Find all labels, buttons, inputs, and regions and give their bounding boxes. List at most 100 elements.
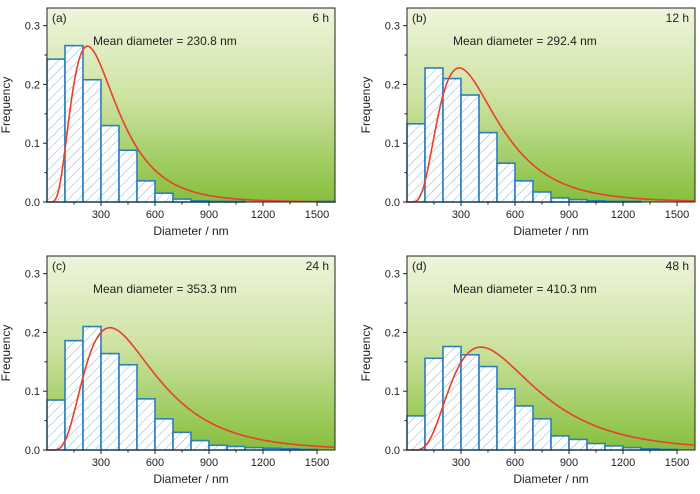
histogram-bar	[460, 353, 480, 451]
y-tick-label: 0.1	[385, 138, 400, 150]
mean-diameter-annotation: Mean diameter = 410.3 nm	[453, 282, 597, 296]
y-axis-label: Frequency	[359, 77, 373, 134]
histogram-bar	[478, 365, 498, 451]
x-tick-label: 1500	[305, 209, 329, 221]
y-tick-label: 0.2	[25, 79, 40, 91]
histogram-bar	[586, 442, 606, 451]
x-tick-label: 300	[452, 457, 470, 469]
histogram-bar	[568, 438, 588, 451]
y-tick-label: 0.3	[25, 269, 40, 281]
mean-diameter-annotation: Mean diameter = 292.4 nm	[453, 34, 597, 48]
x-tick-label: 1200	[251, 457, 275, 469]
panel-label: (b)	[412, 11, 427, 25]
histogram-bar	[190, 439, 210, 451]
histogram-bar	[46, 399, 66, 451]
y-tick-label: 0.0	[385, 197, 400, 209]
time-label: 12 h	[666, 11, 689, 25]
y-tick-label: 0.1	[385, 386, 400, 398]
y-axis-label: Frequency	[0, 325, 13, 382]
x-tick-label: 1200	[611, 457, 635, 469]
x-tick-label: 1500	[305, 457, 329, 469]
x-axis-label: Diameter / nm	[513, 472, 588, 486]
x-tick-label: 900	[200, 209, 218, 221]
time-label: 48 h	[666, 259, 689, 273]
y-tick-label: 0.0	[25, 445, 40, 457]
panel-label: (d)	[412, 259, 427, 273]
y-tick-label: 0.3	[385, 269, 400, 281]
histogram-bar	[550, 197, 570, 203]
histogram-bar	[532, 418, 552, 451]
y-tick-label: 0.3	[25, 21, 40, 33]
panel-label: (c)	[52, 259, 66, 273]
histogram-bar	[550, 435, 570, 451]
histogram-bar	[442, 77, 462, 203]
x-tick-label: 1200	[611, 209, 635, 221]
x-tick-label: 1500	[665, 457, 689, 469]
histogram-bar	[532, 191, 552, 203]
histogram-bar	[118, 149, 138, 203]
x-tick-label: 600	[146, 457, 164, 469]
x-tick-label: 1500	[665, 209, 689, 221]
y-tick-label: 0.1	[25, 138, 40, 150]
x-tick-label: 1200	[251, 209, 275, 221]
y-tick-label: 0.3	[385, 21, 400, 33]
y-tick-label: 0.0	[385, 445, 400, 457]
y-axis-label: Frequency	[359, 325, 373, 382]
histogram-bar	[406, 415, 426, 451]
x-axis-label: Diameter / nm	[513, 224, 588, 238]
plot-frame	[406, 255, 696, 451]
histogram-bar	[496, 388, 516, 451]
x-tick-label: 300	[92, 209, 110, 221]
histogram-bar	[154, 192, 174, 203]
mean-diameter-annotation: Mean diameter = 230.8 nm	[93, 34, 237, 48]
histogram-bar	[136, 180, 156, 203]
plot-frame	[46, 7, 336, 203]
histogram-bar	[496, 162, 516, 203]
mean-diameter-annotation: Mean diameter = 353.3 nm	[93, 282, 237, 296]
histogram-bar	[514, 405, 534, 451]
time-label: 24 h	[306, 259, 329, 273]
x-tick-label: 300	[92, 457, 110, 469]
histogram-panel-3: 300 600 900 1200 1500 0.0 0.1 0.2 0.3 Diameter / …	[0, 255, 336, 486]
y-tick-label: 0.2	[25, 327, 40, 339]
histogram-panel-2: 300 600 900 1200 1500 0.0 0.1 0.2 0.3 Diameter / …	[359, 7, 696, 238]
histogram-bar	[460, 94, 480, 203]
y-tick-label: 0.0	[25, 197, 40, 209]
histogram-bar	[100, 124, 120, 203]
histogram-bar	[136, 398, 156, 451]
histogram-panel-4: 300 600 900 1200 1500 0.0 0.1 0.2 0.3 Diameter / …	[359, 255, 696, 486]
x-tick-label: 900	[560, 457, 578, 469]
histogram-bar	[604, 445, 624, 451]
histogram-bar	[154, 418, 174, 451]
histogram-panel-1: 300 600 900 1200 1500 0.0 0.1 0.2 0.3 Diameter / …	[0, 7, 336, 238]
x-tick-label: 600	[506, 209, 524, 221]
x-tick-label: 900	[200, 457, 218, 469]
histogram-bar	[208, 444, 228, 451]
x-tick-label: 600	[146, 209, 164, 221]
x-tick-label: 300	[452, 209, 470, 221]
histogram-bar	[82, 325, 102, 451]
histogram-bar	[46, 58, 66, 203]
fit-curve	[47, 326, 335, 451]
y-tick-label: 0.2	[385, 327, 400, 339]
fit-curve	[47, 45, 335, 203]
fit-curve	[407, 67, 695, 203]
plot-frame	[406, 7, 696, 203]
plot-frame	[46, 255, 336, 451]
y-tick-label: 0.2	[385, 79, 400, 91]
histogram-bar	[514, 180, 534, 203]
histogram-bar	[226, 445, 246, 451]
x-tick-label: 600	[506, 457, 524, 469]
histogram-bar	[100, 352, 120, 451]
y-tick-label: 0.1	[25, 386, 40, 398]
histogram-bar	[424, 357, 444, 451]
histogram-bar	[172, 431, 192, 451]
y-axis-label: Frequency	[0, 77, 13, 134]
histogram-bar	[82, 78, 102, 203]
fit-curve	[407, 346, 695, 451]
panel-label: (a)	[52, 11, 67, 25]
x-axis-label: Diameter / nm	[153, 472, 228, 486]
x-tick-label: 900	[560, 209, 578, 221]
histogram-bar	[478, 131, 498, 203]
